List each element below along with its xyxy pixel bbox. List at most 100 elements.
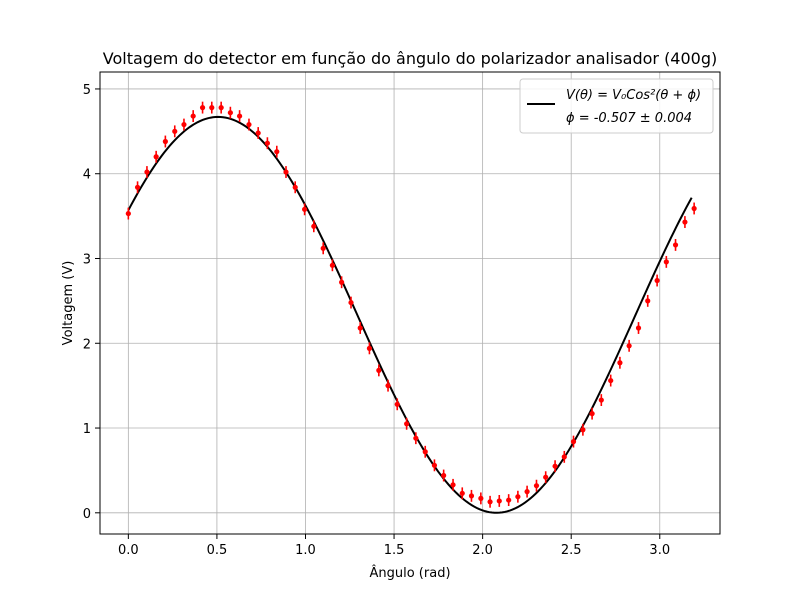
y-tick-label: 4 xyxy=(83,168,91,183)
point-marker xyxy=(246,121,252,128)
data-point xyxy=(274,145,280,158)
data-point xyxy=(199,101,206,114)
point-marker xyxy=(561,454,567,460)
data-point xyxy=(181,118,187,131)
data-point xyxy=(506,494,512,507)
point-marker xyxy=(404,421,410,427)
data-point xyxy=(552,460,558,473)
point-marker xyxy=(691,205,697,212)
point-marker xyxy=(413,435,419,441)
grid xyxy=(100,72,720,534)
point-marker xyxy=(672,242,679,248)
y-tick-label: 5 xyxy=(83,83,91,98)
x-tick-label: 2.0 xyxy=(472,543,493,558)
x-tick-label: 1.0 xyxy=(295,543,316,558)
point-marker xyxy=(598,397,604,403)
y-tick-label: 1 xyxy=(83,422,91,437)
point-marker xyxy=(589,411,595,417)
data-point xyxy=(125,207,131,220)
point-marker xyxy=(311,223,317,229)
data-point xyxy=(404,417,410,430)
point-marker xyxy=(506,497,512,503)
data-point xyxy=(515,490,521,503)
point-marker xyxy=(172,128,178,134)
point-marker xyxy=(134,184,141,190)
data-point xyxy=(134,181,141,194)
data-point xyxy=(468,489,475,502)
point-marker xyxy=(478,495,484,501)
point-marker xyxy=(422,449,428,455)
point-marker xyxy=(264,140,270,146)
point-marker xyxy=(626,343,632,349)
point-marker xyxy=(431,462,438,468)
point-marker xyxy=(441,472,447,479)
data-point xyxy=(236,110,243,123)
x-axis-ticks: 0.0 0.5 1.0 1.5 2.0 2.5 3.0 xyxy=(118,534,670,558)
point-marker xyxy=(218,105,224,111)
data-point xyxy=(645,294,651,307)
point-marker xyxy=(385,383,391,389)
data-point xyxy=(543,471,549,484)
point-marker xyxy=(302,206,308,212)
point-marker xyxy=(654,277,660,284)
data-point xyxy=(283,166,289,178)
data-point xyxy=(292,181,298,194)
point-marker xyxy=(153,154,159,160)
point-marker xyxy=(682,219,688,225)
point-marker xyxy=(236,113,243,119)
legend: V(θ) = V₀Cos²(θ + ϕ) ϕ = -0.507 ± 0.004 xyxy=(519,78,714,134)
point-marker xyxy=(543,474,549,480)
data-point xyxy=(422,445,428,458)
data-points-layer xyxy=(125,101,697,508)
point-marker xyxy=(394,401,400,407)
data-point xyxy=(366,342,373,355)
x-axis-label: Ângulo (rad) xyxy=(369,565,450,581)
data-point xyxy=(533,479,540,492)
data-point xyxy=(598,394,604,406)
point-marker xyxy=(274,149,280,155)
point-marker xyxy=(348,299,354,306)
point-marker xyxy=(376,367,382,373)
data-point xyxy=(302,203,308,216)
point-marker xyxy=(645,298,651,304)
point-marker xyxy=(515,494,521,500)
legend-box xyxy=(519,78,714,134)
point-marker xyxy=(357,325,363,331)
data-point xyxy=(487,495,493,508)
point-marker xyxy=(459,490,465,496)
data-point xyxy=(190,110,196,123)
point-marker xyxy=(496,498,502,504)
point-marker xyxy=(329,262,336,268)
data-point xyxy=(450,478,456,491)
point-marker xyxy=(617,360,623,366)
y-tick-label: 3 xyxy=(83,252,91,267)
data-point xyxy=(524,485,530,498)
point-marker xyxy=(608,377,614,384)
data-point xyxy=(357,322,363,334)
x-tick-label: 0.5 xyxy=(207,543,228,558)
point-marker xyxy=(209,105,215,111)
point-marker xyxy=(162,138,168,145)
data-point xyxy=(459,487,465,500)
data-point xyxy=(478,492,484,505)
data-point xyxy=(376,364,382,377)
data-point xyxy=(348,296,354,309)
data-point xyxy=(329,259,336,272)
point-marker xyxy=(199,105,206,111)
point-marker xyxy=(320,245,326,251)
data-point xyxy=(218,101,224,114)
data-point xyxy=(561,450,567,463)
fit-curve-layer xyxy=(127,115,693,514)
data-point xyxy=(255,127,261,139)
point-marker xyxy=(524,489,530,495)
point-marker xyxy=(450,482,456,488)
data-point xyxy=(320,242,326,255)
point-marker xyxy=(552,463,558,469)
point-marker xyxy=(190,113,196,119)
data-point xyxy=(385,379,391,392)
data-point xyxy=(635,322,642,334)
chart-title: Voltagem do detector em função do ângulo… xyxy=(103,49,718,68)
data-point xyxy=(663,255,669,268)
data-point xyxy=(654,274,660,287)
